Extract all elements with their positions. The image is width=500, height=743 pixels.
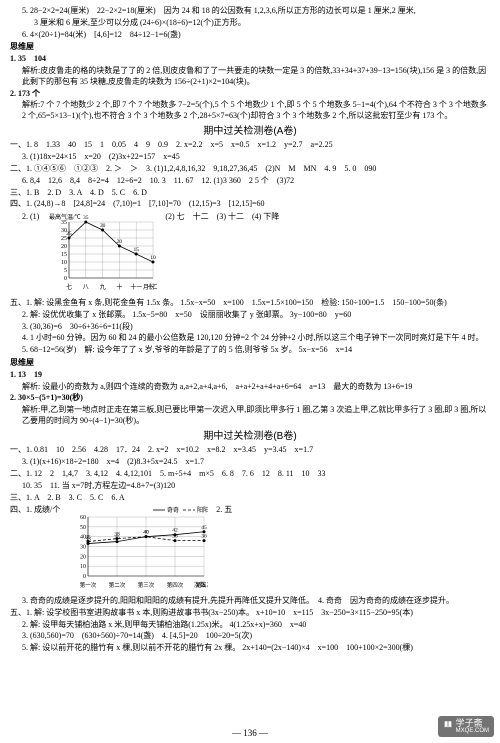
b-five-2: 2. 解: 设甲每天铺柏油路 x 米,则甲每天铺柏油路(1.25x)米。 4(1… <box>10 620 490 631</box>
a-four: 四、1. (24,8)→8 [24,8]=24 (7,10)=1 [7,10]=… <box>10 199 490 210</box>
svg-text:20: 20 <box>61 244 67 250</box>
temperature-chart: 05101520253035七八九十十一十二253530201510最高气温/℃… <box>47 212 157 296</box>
b-two: 二、1. 12 2 1,4,7 3. 4,12 4. 4,12,101 5. m… <box>10 469 490 480</box>
a-five-2: 2. 解: 设优优收集了 x 张邮票。 1.5x−5=80 x=50 设丽丽收集… <box>10 310 490 321</box>
swb-2-ex: 解析:甲,乙到第一地点时正走在第三板,则已要比甲第一次迟入甲,即须比甲多行 1 … <box>10 405 490 427</box>
swa-1-ex: 解析:皮皮鲁走的格的块数是了了的 2 倍,则皮皮鲁和了了一共要走的块数一定是 3… <box>10 66 490 88</box>
svg-text:第三次: 第三次 <box>138 581 155 589</box>
siweiwu-b-title: 思维屋 <box>10 358 490 369</box>
svg-text:40: 40 <box>143 530 149 536</box>
swb-1-ex: 解析: 设最小的奇数为 a,则四个连续的奇数为 a,a+2,a+4,a+6, a… <box>10 382 490 393</box>
svg-text:45: 45 <box>201 525 207 531</box>
a-one: 一、1. 8 1.33 40 15 1 0.05 4 9 0.9 2. x=2.… <box>10 140 490 151</box>
svg-text:20: 20 <box>80 555 86 561</box>
swb-1: 1. 13 19 <box>10 370 490 381</box>
svg-text:十: 十 <box>117 283 123 291</box>
b-two2: 10. 35 11. 当 x=7时,方程左边=4.8+7=(3)120 <box>10 481 490 492</box>
svg-text:38: 38 <box>114 532 120 538</box>
svg-text:八: 八 <box>83 284 89 291</box>
svg-text:15: 15 <box>61 252 67 258</box>
swa-2: 2. 173 个 <box>10 89 490 100</box>
line-top-6: 6. 4×(20÷1)=84(米) [4,6]=12 84÷12−1=6(盏) <box>10 30 490 41</box>
svg-text:35: 35 <box>85 535 91 541</box>
svg-text:10: 10 <box>61 260 67 266</box>
svg-text:50: 50 <box>80 525 86 531</box>
a-two2: 6. 8,4 12,6 8,4 8÷2=4 12÷6=2 10. 3 11. 6… <box>10 176 490 187</box>
a-four-chart-side: (2) 七 十二 (3) 十二 (4) 下降 <box>165 212 490 223</box>
mid-exam-b-title: 期中过关检测卷(B卷) <box>10 430 490 444</box>
svg-text:36: 36 <box>172 534 178 540</box>
svg-text:15: 15 <box>134 247 140 253</box>
line-top-5: 5. 28−2×2=24(厘米) 22−2×2=18(厘米) 因为 24 和 1… <box>10 6 490 17</box>
svg-text:30: 30 <box>100 223 106 229</box>
svg-text:第四次: 第四次 <box>167 581 184 589</box>
b-one: 一、1. 0.81 10 2.56 4.28 17．24 2. x=2 x=10… <box>10 445 490 456</box>
a-five-4: 4. 1 小时=60 分钟。因为 60 和 24 的最小公倍数是 120,120… <box>10 333 490 344</box>
svg-text:第二次: 第二次 <box>109 581 126 589</box>
svg-text:0: 0 <box>83 574 86 580</box>
a-five-1: 五、1. 解: 设黑金鱼有 x 条,则花金鱼有 1.5x 条。 1.5x−x=5… <box>10 298 490 309</box>
mid-exam-a-title: 期中过关检测卷(A卷) <box>10 125 490 139</box>
svg-text:35: 35 <box>83 215 89 221</box>
svg-text:七: 七 <box>66 283 72 291</box>
svg-text:阳阳: 阳阳 <box>197 506 208 514</box>
svg-text:月份: 月份 <box>143 283 155 291</box>
a-five-3: 3. (30,36)=6 30÷6+36÷6=11(段) <box>10 322 490 333</box>
svg-text:5: 5 <box>64 268 67 274</box>
b-four-side: 2. 五 <box>216 505 490 516</box>
svg-text:第一次: 第一次 <box>80 581 97 589</box>
a-five-5: 5. 68−12=56(岁) 解: 设今年了了 x 岁,爷爷的年龄是了了的 5 … <box>10 345 490 356</box>
b-three: 三、1. A 2. B 3. C 5. C 6. A <box>10 493 490 504</box>
svg-text:最高气温/℃: 最高气温/℃ <box>49 213 81 221</box>
swa-1: 1. 35 104 <box>10 54 490 65</box>
page-number: — 136 — <box>232 727 268 739</box>
siweiwu-a-title: 思维屋 <box>10 42 490 53</box>
a-four-chart-label: 2. (1) <box>10 212 39 223</box>
swa-2-ex: 解析:7 个 7 个地数少 2 个,即 7 个 7 个地数多 7−2=5(个),… <box>10 100 490 122</box>
b-five-1: 五、1. 解: 设学校图书室进购故事书 x 本,则购进故事书书(3x−250)本… <box>10 608 490 619</box>
svg-text:60: 60 <box>80 515 86 521</box>
svg-text:36: 36 <box>201 534 207 540</box>
b-four-bot: 3. 奇奇的成绩是逐步提升的,阳阳和阳阳的成绩有提升,先提升再降低又提升又降低。… <box>10 596 490 607</box>
svg-text:次数: 次数 <box>194 581 206 589</box>
svg-text:十一: 十一 <box>131 283 143 291</box>
swb-2: 2. 30×5−(5+1)=30(秒) <box>10 393 490 404</box>
watermark-badge: 学子斋 MXQE.COM <box>438 716 494 737</box>
svg-text:九: 九 <box>100 283 106 291</box>
svg-text:30: 30 <box>80 545 86 551</box>
score-chart: 0102030405060第一次第二次第三次第四次第五次333540424535… <box>68 505 208 594</box>
svg-text:10: 10 <box>80 564 86 570</box>
line-top-5b: 3 厘米和 6 厘米,至少可以分成 (24÷6)×(18÷6)=12(个)正方形… <box>10 18 490 29</box>
b-five-4: 5. 解: 设以前开花的腊竹有 x 棵,则以前不开花的腊竹有 2x 棵。 2x+… <box>10 643 490 654</box>
b-one2: 3. (1)(x+16)×18÷2=180 x=4 (2)8.3+5x=24.5… <box>10 457 490 468</box>
svg-text:0: 0 <box>64 276 67 282</box>
svg-text:奇奇: 奇奇 <box>167 506 179 514</box>
b-four-label: 四、1. 成绩/个 <box>10 505 60 516</box>
book-icon <box>443 720 453 733</box>
a-two: 二、1. ①④⑤⑥ ①②③ 2. ＞ ＞ 3. (1)1,2,4,8,16,32… <box>10 164 490 175</box>
a-three: 三、1. B 2. D 3. A 4. D 5. C 6. D <box>10 188 490 199</box>
b-five-3: 3. (630,560)=70 (630+560)÷70=14(盏) 4. [4… <box>10 631 490 642</box>
svg-text:10: 10 <box>151 255 157 261</box>
a-one2: 3. (1)18x=24×15 x=20 (2)3x+22=157 x=45 <box>10 152 490 163</box>
